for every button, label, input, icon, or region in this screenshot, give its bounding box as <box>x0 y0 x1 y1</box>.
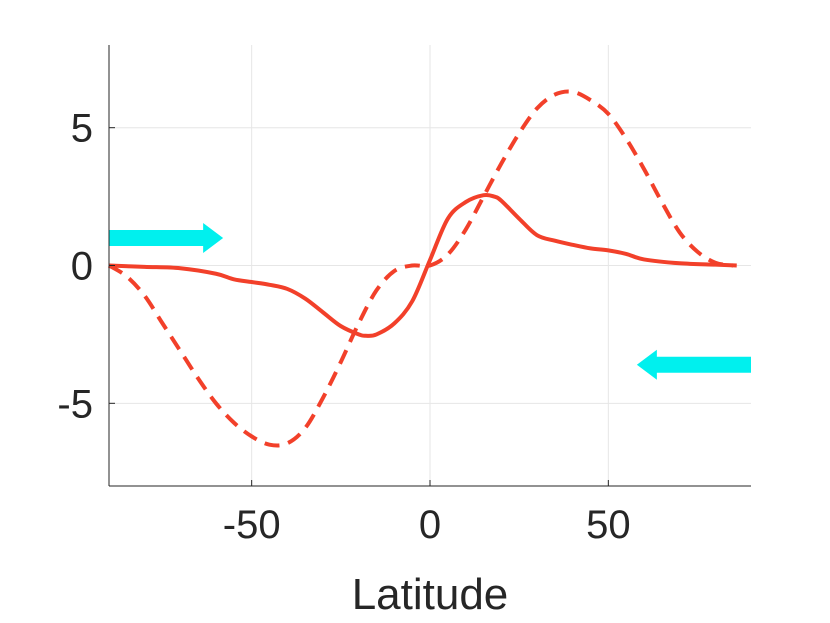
dashed-series-line <box>107 89 734 448</box>
x-tick-label: -50 <box>223 503 281 547</box>
series-group <box>107 89 737 448</box>
right-arrow-annotation <box>109 222 224 253</box>
left-arrow-annotation <box>636 349 751 380</box>
y-tick-label: 5 <box>71 107 93 151</box>
arrow-annotations <box>109 222 751 380</box>
x-tick-label: 50 <box>586 503 631 547</box>
tick-group: -50 0 50-505 <box>57 107 630 547</box>
x-tick-label: 0 <box>419 503 441 547</box>
x-axis-title: Latitude <box>352 570 509 619</box>
y-tick-label: -5 <box>57 382 93 426</box>
y-tick-label: 0 <box>71 245 93 289</box>
solid-series-line <box>108 192 737 338</box>
